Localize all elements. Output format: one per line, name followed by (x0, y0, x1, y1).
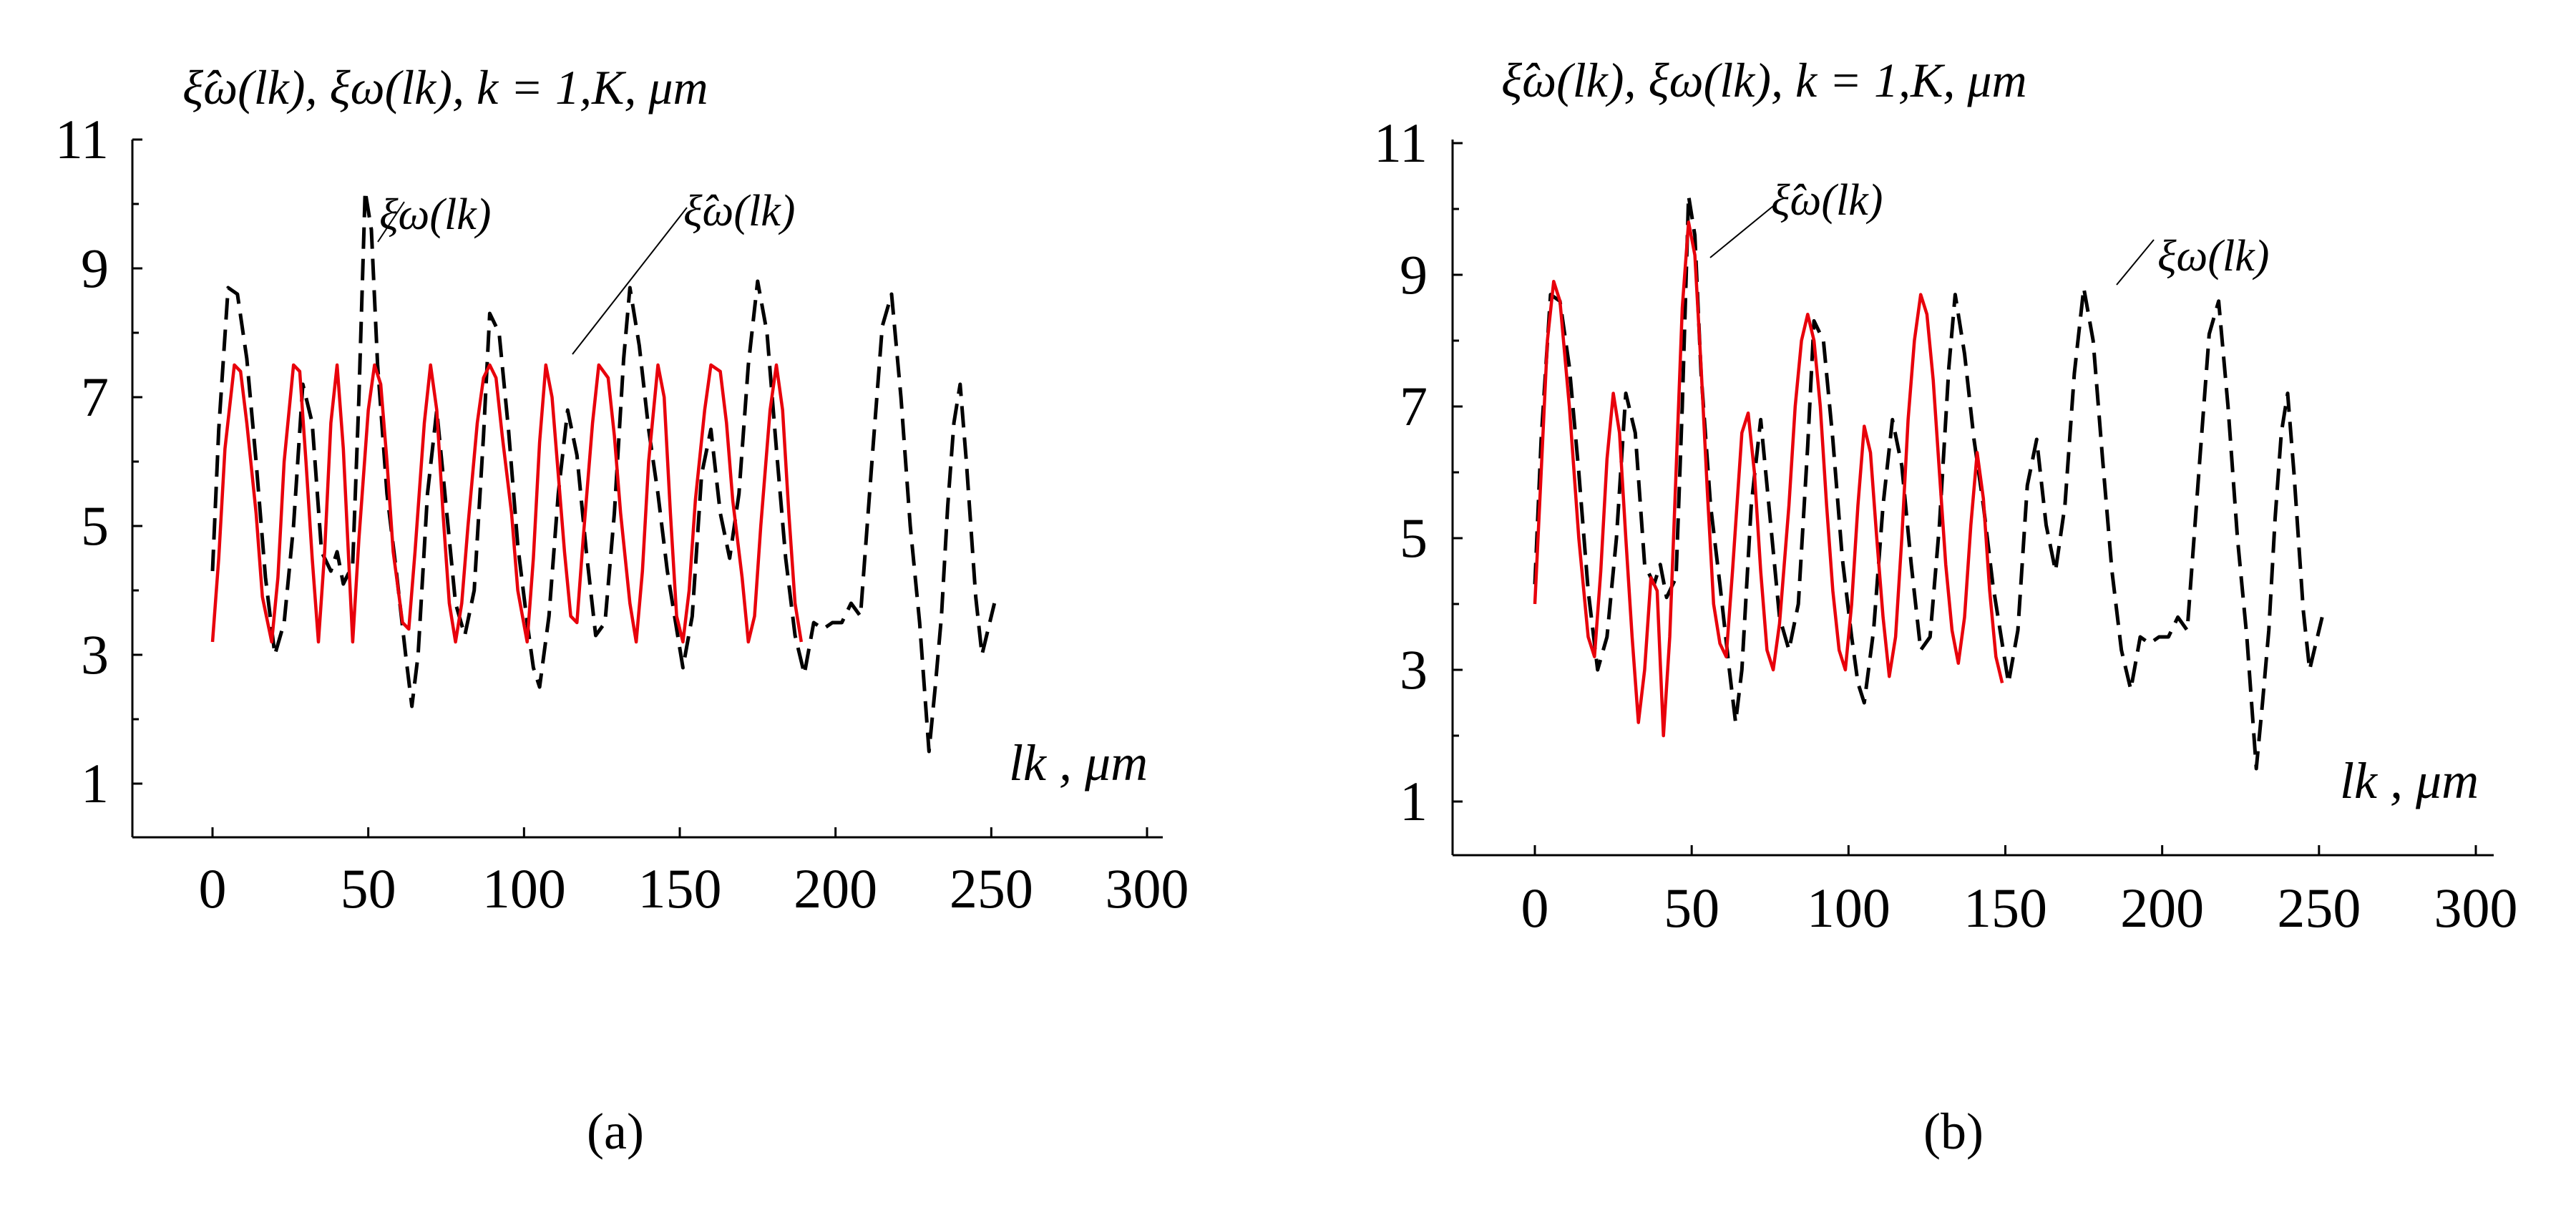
chart-title-a: ξ̂ω(lk), ξω(lk), k = 1,K, μm (182, 60, 708, 115)
x-tick-label-a-100: 100 (482, 857, 566, 920)
y-tick-label-b-11: 11 (1374, 112, 1428, 174)
annotation-leader-b-0 (1709, 205, 1774, 258)
annotation-label-b-0: ξ̂ω(lk) (1771, 176, 1883, 225)
y-tick-label-b-3: 3 (1400, 638, 1428, 701)
y-tick-label-a-9: 9 (81, 237, 109, 299)
y-tick-label-b-1: 1 (1400, 770, 1428, 832)
x-axis-label-a: lk , μm (1009, 734, 1148, 791)
x-axis-label-b: lk , μm (2340, 752, 2479, 809)
x-tick-label-a-50: 50 (341, 857, 396, 920)
series-line-a-model (210, 363, 804, 644)
x-tick-label-b-200: 200 (2120, 877, 2204, 939)
y-tick-label-a-1: 1 (81, 752, 109, 814)
plot-area-b: 1 3 5 7 9 11 0 50 100 150 200 250 300 ξ̂ω(lk) ξω(lk) (1374, 112, 2518, 939)
y-tick-label-a-3: 3 (81, 623, 109, 686)
caption-b: (b) (1923, 1103, 1984, 1160)
annotation-label-a-0: ξω(lk) (379, 190, 491, 239)
annotation-label-a-1: ξ̂ω(lk) (683, 187, 795, 235)
series-line-a-measured (210, 189, 997, 754)
annotation-leader-a-0 (377, 201, 405, 243)
annotation-leader-a-1 (572, 207, 688, 355)
annotation-leader-b-1 (2116, 239, 2155, 286)
y-tick-label-a-7: 7 (81, 366, 109, 428)
x-tick-label-a-150: 150 (638, 857, 722, 920)
y-tick-label-b-9: 9 (1400, 243, 1428, 306)
x-tick-label-a-0: 0 (199, 857, 227, 920)
chart-title-b: ξ̂ω(lk), ξω(lk), k = 1,K, μm (1501, 53, 2027, 107)
y-tick-label-a-5: 5 (81, 495, 109, 557)
x-tick-label-b-0: 0 (1521, 877, 1549, 939)
x-tick-label-b-150: 150 (1963, 877, 2047, 939)
series-line-b-model (1533, 220, 2004, 738)
y-tick-label-b-5: 5 (1400, 507, 1428, 569)
x-tick-label-a-250: 250 (950, 857, 1033, 920)
series-line-b-measured (1533, 194, 2324, 771)
x-tick-label-b-50: 50 (1664, 877, 1719, 939)
x-tick-label-a-300: 300 (1106, 857, 1189, 920)
x-tick-label-b-250: 250 (2277, 877, 2361, 939)
x-tick-label-a-200: 200 (794, 857, 877, 920)
annotation-label-b-1: ξω(lk) (2157, 232, 2269, 281)
x-tick-label-b-100: 100 (1807, 877, 1890, 939)
y-tick-label-b-7: 7 (1400, 375, 1428, 437)
x-tick-label-b-300: 300 (2434, 877, 2518, 939)
plot-area-a: 1 3 5 7 9 11 0 50 100 150 200 250 300 ξω(lk) ξ̂ω(lk) (55, 108, 1189, 920)
caption-a: (a) (587, 1103, 644, 1160)
y-tick-label-a-11: 11 (55, 108, 109, 170)
